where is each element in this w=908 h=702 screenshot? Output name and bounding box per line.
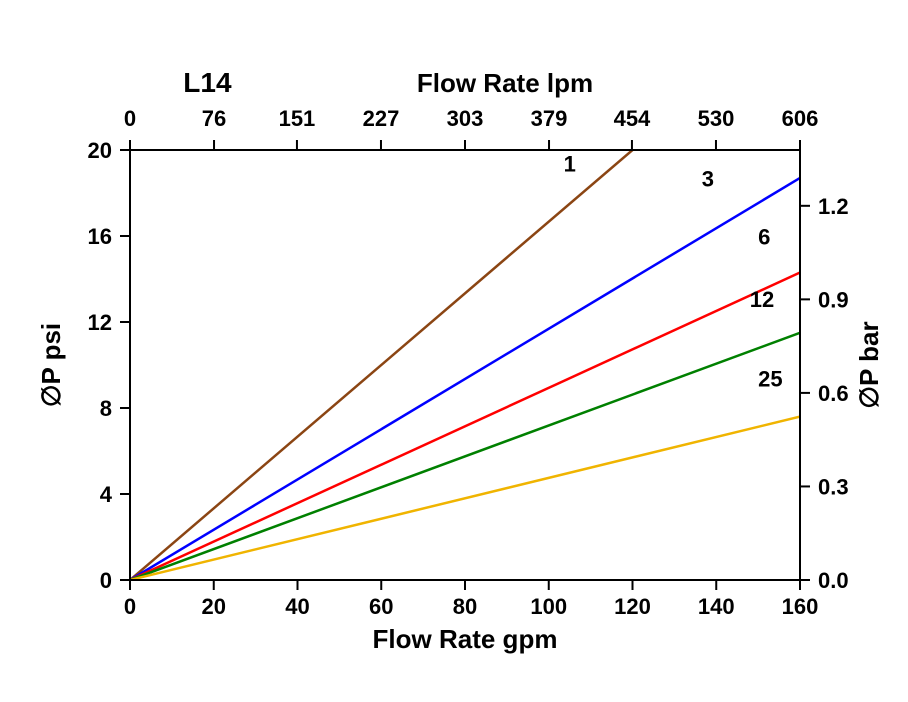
xtick-label-top: 530: [698, 106, 735, 131]
ytick-label-right: 0.0: [818, 568, 849, 593]
xtick-label-top: 76: [202, 106, 226, 131]
x-bottom-title: Flow Rate gpm: [373, 624, 558, 654]
ytick-label-right: 0.6: [818, 381, 849, 406]
ytick-label-right: 1.2: [818, 194, 849, 219]
xtick-label-bottom: 100: [530, 594, 567, 619]
xtick-label-bottom: 20: [202, 594, 226, 619]
ytick-label-right: 0.9: [818, 287, 849, 312]
ytick-label-right: 0.3: [818, 474, 849, 499]
xtick-label-top: 227: [363, 106, 400, 131]
x-top-title: Flow Rate lpm: [417, 68, 593, 98]
ytick-label-left: 4: [100, 482, 113, 507]
series-label-12: 12: [750, 287, 774, 312]
y-left-title: ∅P psi: [36, 323, 66, 407]
series-label-25: 25: [758, 367, 782, 392]
ytick-label-left: 0: [100, 568, 112, 593]
xtick-label-bottom: 80: [453, 594, 477, 619]
xtick-label-top: 454: [614, 106, 651, 131]
xtick-label-bottom: 0: [124, 594, 136, 619]
xtick-label-top: 303: [447, 106, 484, 131]
xtick-label-bottom: 40: [285, 594, 309, 619]
pressure-drop-chart: 020406080100120140160Flow Rate gpm076151…: [0, 0, 908, 702]
xtick-label-bottom: 60: [369, 594, 393, 619]
xtick-label-top: 151: [279, 106, 316, 131]
xtick-label-bottom: 140: [698, 594, 735, 619]
ytick-label-left: 16: [88, 224, 112, 249]
ytick-label-left: 20: [88, 138, 112, 163]
series-label-6: 6: [758, 225, 770, 250]
ytick-label-left: 12: [88, 310, 112, 335]
model-label: L14: [183, 67, 232, 98]
xtick-label-bottom: 120: [614, 594, 651, 619]
xtick-label-top: 606: [782, 106, 819, 131]
xtick-label-bottom: 160: [782, 594, 819, 619]
series-label-1: 1: [564, 152, 576, 177]
series-label-3: 3: [702, 167, 714, 192]
xtick-label-top: 0: [124, 106, 136, 131]
ytick-label-left: 8: [100, 396, 112, 421]
xtick-label-top: 379: [531, 106, 568, 131]
y-right-title: ∅P bar: [854, 321, 884, 408]
